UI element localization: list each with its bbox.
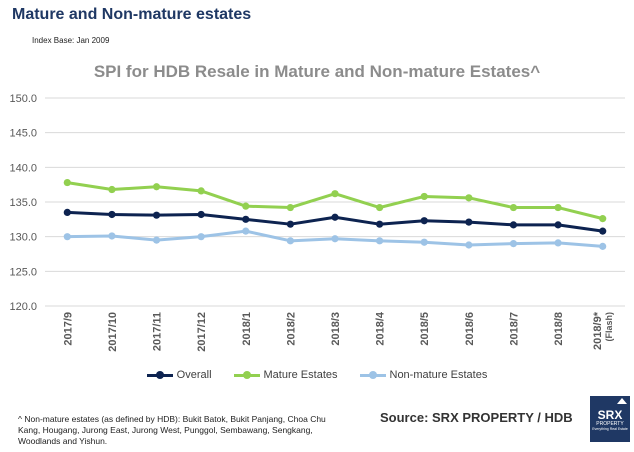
y-tick-label-5: 145.0 [9, 128, 37, 140]
chart-legend: Overall Mature Estates Non-mature Estate… [0, 369, 634, 381]
point-non-mature-estates-3 [197, 233, 205, 241]
y-tick-label-6: 150.0 [9, 93, 37, 105]
legend-label-mature: Mature Estates [263, 369, 338, 381]
logo-tagline: Everything Real Estate [592, 427, 628, 431]
point-overall-11 [554, 221, 562, 229]
x-tick-label-6: 2018/3 [330, 312, 342, 346]
point-mature-estates-8 [420, 192, 428, 201]
point-non-mature-estates-6 [331, 235, 339, 243]
point-mature-estates-9 [465, 194, 473, 202]
point-overall-2 [152, 211, 161, 219]
point-non-mature-estates-10 [509, 240, 518, 248]
x-tick-text-1-0: 2017/10 [107, 312, 119, 352]
y-tick-label-1: 125.0 [9, 266, 37, 278]
x-tick-label-1: 2017/10 [107, 312, 119, 352]
x-tick-text-5-0: 2018/2 [285, 312, 297, 346]
point-overall-10 [509, 221, 518, 229]
house-icon [617, 398, 627, 404]
point-mature-estates-5 [286, 203, 294, 212]
legend-label-non-mature: Non-mature Estates [389, 369, 488, 381]
point-non-mature-estates-1 [108, 232, 116, 240]
point-overall-12 [599, 227, 607, 235]
point-overall-7 [376, 220, 384, 228]
point-overall-8 [420, 217, 428, 225]
point-mature-estates-6 [331, 190, 339, 198]
x-tick-text-12-0: 2018/9* [592, 311, 604, 350]
point-non-mature-estates-9 [465, 241, 473, 249]
point-non-mature-estates-7 [376, 237, 384, 245]
x-tick-label-9: 2018/6 [464, 312, 476, 346]
legend-label-overall: Overall [176, 369, 212, 381]
point-non-mature-estates-0 [63, 233, 71, 241]
page-title: Mature and Non-mature estates [12, 6, 252, 23]
point-overall-9 [465, 218, 473, 226]
y-tick-label-3: 135.0 [9, 197, 37, 209]
point-mature-estates-4 [242, 202, 250, 210]
index-base-note: Index Base: Jan 2009 [32, 36, 110, 45]
point-mature-estates-7 [376, 203, 384, 212]
x-tick-label-2: 2017/11 [152, 312, 164, 351]
x-tick-text-0-0: 2017/9 [62, 312, 74, 346]
x-tick-text-3-0: 2017/12 [196, 312, 208, 352]
point-mature-estates-10 [509, 203, 518, 212]
x-tick-label-4: 2018/1 [241, 312, 253, 346]
point-mature-estates-3 [197, 187, 205, 195]
point-mature-estates-12 [599, 215, 607, 223]
legend-item-overall: Overall [146, 369, 212, 381]
point-mature-estates-0 [63, 178, 71, 187]
x-tick-text-2-0: 2017/11 [152, 312, 164, 351]
point-non-mature-estates-12 [599, 242, 607, 250]
srx-logo: SRX PROPERTY Everything Real Estate [590, 396, 630, 442]
y-tick-label-2: 130.0 [9, 232, 37, 244]
x-tick-label-7: 2018/4 [375, 311, 387, 346]
x-tick-label-8: 2018/5 [419, 312, 431, 346]
point-mature-estates-2 [152, 183, 161, 191]
point-overall-6 [331, 213, 339, 221]
x-tick-label-3: 2017/12 [196, 312, 208, 352]
x-tick-text-7-0: 2018/4 [375, 311, 387, 346]
point-non-mature-estates-5 [286, 237, 294, 245]
legend-item-mature: Mature Estates [233, 369, 338, 381]
x-tick-label-5: 2018/2 [285, 312, 297, 346]
x-tick-text-10-0: 2018/7 [508, 312, 520, 346]
legend-swatch-overall [146, 370, 173, 379]
logo-main-text: SRX [597, 408, 623, 422]
x-tick-text-4-0: 2018/1 [241, 312, 253, 346]
x-tick-label-10: 2018/7 [508, 312, 520, 346]
x-tick-text-8-0: 2018/5 [419, 312, 431, 346]
chart-title: SPI for HDB Resale in Mature and Non-mat… [93, 62, 541, 81]
x-tick-label-12: 2018/9* (Flash) [592, 311, 614, 350]
x-tick-text-12-1: (Flash) [604, 312, 614, 342]
point-overall-1 [108, 210, 116, 219]
y-tick-label-0: 120.0 [9, 301, 37, 313]
x-tick-text-11-0: 2018/8 [553, 312, 565, 346]
point-overall-3 [197, 210, 205, 219]
point-overall-0 [63, 208, 71, 216]
legend-swatch-non-mature [359, 370, 386, 379]
source-label: Source: SRX PROPERTY / HDB [380, 410, 573, 425]
series-line-mature-estates [67, 181, 604, 221]
x-tick-text-9-0: 2018/6 [464, 312, 476, 346]
point-overall-4 [242, 215, 250, 223]
point-mature-estates-1 [108, 185, 116, 194]
point-overall-5 [286, 220, 294, 228]
footnote: ^ Non-mature estates (as defined by HDB)… [18, 414, 326, 446]
point-non-mature-estates-11 [554, 239, 562, 247]
legend-swatch-mature [233, 370, 260, 379]
logo-sub-text: PROPERTY [596, 421, 624, 427]
x-tick-label-0: 2017/9 [62, 312, 74, 346]
x-tick-text-6-0: 2018/3 [330, 312, 342, 346]
legend-item-non-mature: Non-mature Estates [359, 369, 488, 381]
x-tick-label-11: 2018/8 [553, 312, 565, 346]
y-tick-label-4: 140.0 [9, 162, 37, 174]
point-non-mature-estates-2 [152, 236, 161, 244]
point-non-mature-estates-8 [420, 238, 428, 246]
point-mature-estates-11 [554, 203, 562, 212]
point-non-mature-estates-4 [242, 227, 250, 235]
